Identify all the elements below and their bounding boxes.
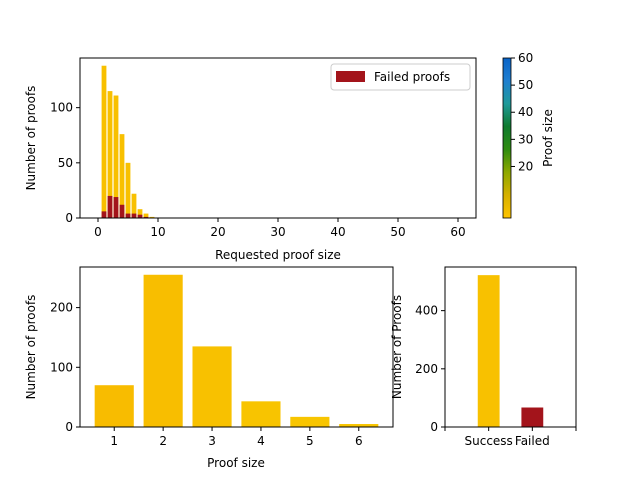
bar-requested <box>149 216 155 218</box>
bar-proof-size-2 <box>143 274 183 427</box>
chart-1-legend: Failed proofs <box>330 63 471 91</box>
legend-swatch-failed <box>336 71 365 82</box>
y-tick-label: 200 <box>50 301 73 315</box>
bar-failed <box>521 407 544 427</box>
bar-success <box>477 275 500 427</box>
y-tick-label: 200 <box>415 362 438 376</box>
chart-2-x-ticks: 1 2 3 4 5 6 <box>110 427 363 448</box>
bar-failed <box>113 197 119 218</box>
y-tick-label: 50 <box>58 156 73 170</box>
colorbar-tick-label: 30 <box>518 132 533 146</box>
bar-failed <box>131 213 137 218</box>
colorbar-tick-label: 40 <box>518 105 533 119</box>
bar-requested <box>143 213 149 218</box>
x-tick-label: 10 <box>150 225 165 239</box>
bar-failed <box>107 195 113 218</box>
y-tick-label: 100 <box>50 101 73 115</box>
y-tick-label: 100 <box>50 360 73 374</box>
chart-1-frame <box>79 57 477 219</box>
x-tick-label: 60 <box>450 225 465 239</box>
bar-proof-size-1 <box>94 385 134 427</box>
x-tick-label: 3 <box>208 434 216 448</box>
bar-failed <box>125 213 131 218</box>
chart-2-y-label: Number of proofs <box>24 295 38 400</box>
colorbar-tick-label: 60 <box>518 51 533 65</box>
chart-3: Success Failed 0 200 400 Number of Proofs <box>390 266 577 448</box>
chart-2-y-ticks: 0 100 200 <box>50 301 80 434</box>
x-tick-label: 20 <box>210 225 225 239</box>
x-tick-label: 2 <box>159 434 167 448</box>
chart-1-y-label: Number of proofs <box>24 86 38 191</box>
chart-3-x-ticks: Success Failed <box>444 427 577 448</box>
x-tick-label: 50 <box>390 225 405 239</box>
bar-proof-size-4 <box>241 401 281 427</box>
y-tick-label: 400 <box>415 304 438 318</box>
colorbar: 20 30 40 50 60 Proof size <box>502 51 555 219</box>
chart-2-x-label: Proof size <box>207 456 265 470</box>
chart-3-y-ticks: 0 200 400 <box>415 304 445 434</box>
y-tick-label: 0 <box>65 211 73 225</box>
chart-1-x-label: Requested proof size <box>215 248 341 262</box>
bar-failed <box>137 214 143 218</box>
bar-requested <box>125 162 131 218</box>
bar-requested <box>131 193 137 218</box>
chart-2-bars <box>94 274 379 427</box>
legend-label-failed: Failed proofs <box>374 70 450 84</box>
bar-failed <box>143 216 149 218</box>
x-tick-label: Failed <box>515 434 550 448</box>
colorbar-label: Proof size <box>541 109 555 167</box>
chart-3-bars <box>477 275 544 427</box>
colorbar-tick-label: 20 <box>518 159 533 173</box>
bar-requested <box>119 134 125 218</box>
bar-requested <box>113 95 119 218</box>
chart-3-frame <box>444 266 577 428</box>
legend-box <box>330 63 471 91</box>
chart-3-y-label: Number of Proofs <box>390 295 404 399</box>
chart-2: 1 2 3 4 5 6 0 100 200 Proof size Number of proo… <box>24 266 394 470</box>
x-tick-label: 5 <box>306 434 314 448</box>
x-tick-label: Success <box>465 434 513 448</box>
x-tick-label: 40 <box>330 225 345 239</box>
chart-1-y-ticks: 0 50 100 <box>50 101 80 225</box>
colorbar-gradient <box>502 57 512 219</box>
y-tick-label: 0 <box>430 420 438 434</box>
chart-2-frame <box>79 266 394 428</box>
colorbar-tick-label: 50 <box>518 78 533 92</box>
bar-proof-size-3 <box>192 346 232 427</box>
x-tick-label: 4 <box>257 434 265 448</box>
chart-1: 0 10 20 30 40 50 60 0 50 100 Requested proof siz… <box>24 51 555 262</box>
bar-failed <box>119 204 125 218</box>
bar-requested <box>101 65 107 218</box>
bar-proof-size-6 <box>339 424 379 427</box>
bar-proof-size-5 <box>290 416 330 427</box>
bar-failed <box>101 211 107 218</box>
colorbar-ticks: 20 30 40 50 60 <box>511 51 533 173</box>
x-tick-label: 6 <box>355 434 363 448</box>
x-tick-label: 30 <box>270 225 285 239</box>
bar-requested <box>107 91 113 218</box>
bar-requested <box>137 209 143 218</box>
x-tick-label: 0 <box>94 225 102 239</box>
chart-1-bars <box>101 65 155 218</box>
x-tick-label: 1 <box>110 434 118 448</box>
y-tick-label: 0 <box>65 420 73 434</box>
chart-1-x-ticks: 0 10 20 30 40 50 60 <box>94 218 466 239</box>
